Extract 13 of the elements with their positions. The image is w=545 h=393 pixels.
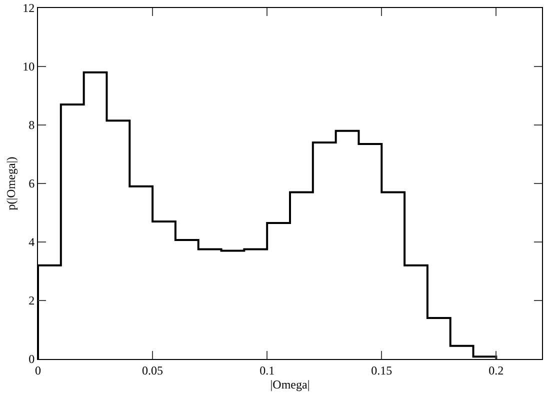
y-tick-label: 2	[28, 294, 35, 308]
y-tick-label: 6	[28, 176, 35, 191]
x-tick-label: 0.1	[260, 363, 275, 378]
x-tick-label: 0.2	[488, 363, 504, 378]
y-tick-label: 4	[28, 235, 35, 250]
x-tick-label: 0.05	[142, 363, 164, 378]
x-axis-title: |Omega|	[270, 377, 310, 392]
y-tick-label: 8	[28, 118, 35, 132]
y-tick-label: 0	[28, 352, 35, 366]
y-tick-label: 12	[22, 1, 35, 16]
y-axis-title: p(|Omega|)	[4, 156, 18, 210]
y-tick-label: 10	[22, 60, 35, 74]
x-tick-label: 0.15	[371, 363, 392, 378]
